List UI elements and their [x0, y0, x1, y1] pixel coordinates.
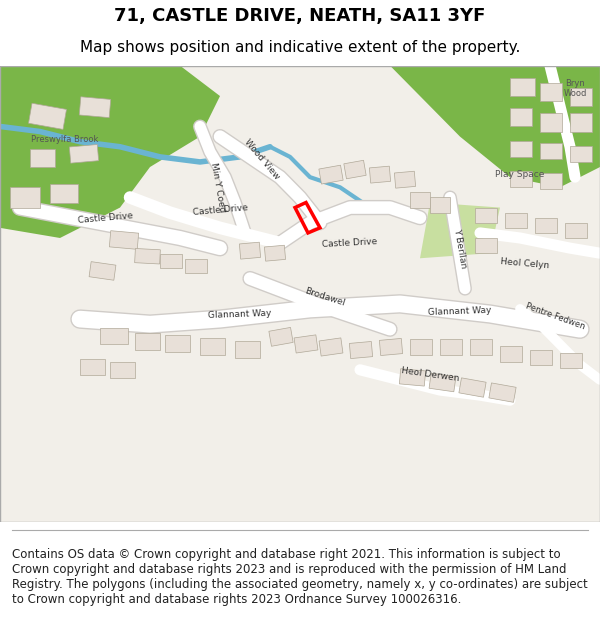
FancyBboxPatch shape	[134, 249, 160, 264]
FancyBboxPatch shape	[50, 184, 78, 203]
FancyBboxPatch shape	[379, 338, 403, 356]
FancyBboxPatch shape	[89, 262, 116, 280]
FancyBboxPatch shape	[135, 333, 160, 349]
FancyBboxPatch shape	[510, 108, 532, 126]
FancyBboxPatch shape	[29, 103, 67, 129]
Polygon shape	[420, 202, 500, 258]
Text: Glannant Way: Glannant Way	[208, 308, 272, 319]
FancyBboxPatch shape	[560, 352, 582, 367]
Text: Contains OS data © Crown copyright and database right 2021. This information is : Contains OS data © Crown copyright and d…	[12, 548, 588, 606]
Text: Wood View: Wood View	[242, 137, 281, 181]
Polygon shape	[390, 66, 600, 188]
FancyBboxPatch shape	[570, 113, 592, 131]
Text: Min Y Coed: Min Y Coed	[209, 162, 227, 213]
FancyBboxPatch shape	[510, 141, 532, 157]
FancyBboxPatch shape	[535, 217, 557, 233]
FancyBboxPatch shape	[429, 373, 456, 392]
Text: Brodawel: Brodawel	[304, 286, 346, 308]
FancyBboxPatch shape	[394, 171, 416, 188]
Text: Castle Drive: Castle Drive	[77, 211, 133, 224]
FancyBboxPatch shape	[79, 97, 111, 118]
FancyBboxPatch shape	[440, 339, 462, 354]
FancyBboxPatch shape	[475, 238, 497, 253]
FancyBboxPatch shape	[370, 166, 391, 183]
Text: Preswylfa Brook: Preswylfa Brook	[31, 134, 98, 144]
FancyBboxPatch shape	[10, 188, 40, 208]
FancyBboxPatch shape	[500, 346, 522, 362]
FancyBboxPatch shape	[510, 171, 532, 187]
FancyBboxPatch shape	[100, 328, 128, 344]
FancyBboxPatch shape	[109, 231, 139, 249]
Text: Castle Drive: Castle Drive	[192, 202, 248, 216]
FancyBboxPatch shape	[319, 338, 343, 356]
FancyBboxPatch shape	[570, 146, 592, 162]
FancyBboxPatch shape	[540, 173, 562, 189]
FancyBboxPatch shape	[430, 198, 450, 212]
FancyBboxPatch shape	[540, 142, 562, 159]
Text: 71, CASTLE DRIVE, NEATH, SA11 3YF: 71, CASTLE DRIVE, NEATH, SA11 3YF	[115, 8, 485, 26]
FancyBboxPatch shape	[235, 341, 260, 357]
FancyBboxPatch shape	[540, 113, 562, 131]
FancyBboxPatch shape	[400, 369, 425, 386]
FancyBboxPatch shape	[200, 338, 225, 354]
FancyBboxPatch shape	[540, 83, 562, 101]
FancyBboxPatch shape	[470, 339, 492, 354]
FancyBboxPatch shape	[110, 362, 135, 378]
FancyBboxPatch shape	[410, 339, 432, 354]
FancyBboxPatch shape	[70, 144, 98, 163]
Text: Heol Derwen: Heol Derwen	[400, 366, 460, 383]
Text: Castle Drive: Castle Drive	[322, 237, 378, 249]
Text: Bryn
Wood: Bryn Wood	[563, 79, 587, 98]
FancyBboxPatch shape	[269, 328, 293, 346]
FancyBboxPatch shape	[459, 378, 486, 398]
FancyBboxPatch shape	[570, 88, 592, 106]
FancyBboxPatch shape	[239, 242, 260, 259]
Text: Map shows position and indicative extent of the property.: Map shows position and indicative extent…	[80, 40, 520, 55]
FancyBboxPatch shape	[30, 149, 55, 167]
FancyBboxPatch shape	[349, 341, 373, 359]
FancyBboxPatch shape	[265, 245, 286, 261]
FancyBboxPatch shape	[410, 192, 430, 208]
Text: Glannant Way: Glannant Way	[428, 306, 492, 317]
FancyBboxPatch shape	[165, 336, 190, 351]
FancyBboxPatch shape	[160, 254, 182, 268]
Text: Heol Celyn: Heol Celyn	[500, 257, 550, 270]
Polygon shape	[0, 66, 220, 238]
FancyBboxPatch shape	[510, 78, 535, 96]
FancyBboxPatch shape	[565, 222, 587, 238]
FancyBboxPatch shape	[319, 165, 343, 184]
Text: Play Space: Play Space	[496, 170, 545, 179]
FancyBboxPatch shape	[294, 335, 318, 353]
FancyBboxPatch shape	[185, 259, 207, 274]
FancyBboxPatch shape	[344, 160, 366, 179]
Text: Pentre Fedwen: Pentre Fedwen	[524, 301, 586, 331]
FancyBboxPatch shape	[505, 213, 527, 228]
FancyBboxPatch shape	[80, 359, 105, 375]
FancyBboxPatch shape	[489, 383, 516, 402]
FancyBboxPatch shape	[475, 208, 497, 222]
Text: Y Berllan: Y Berllan	[452, 228, 468, 269]
FancyBboxPatch shape	[530, 349, 552, 365]
